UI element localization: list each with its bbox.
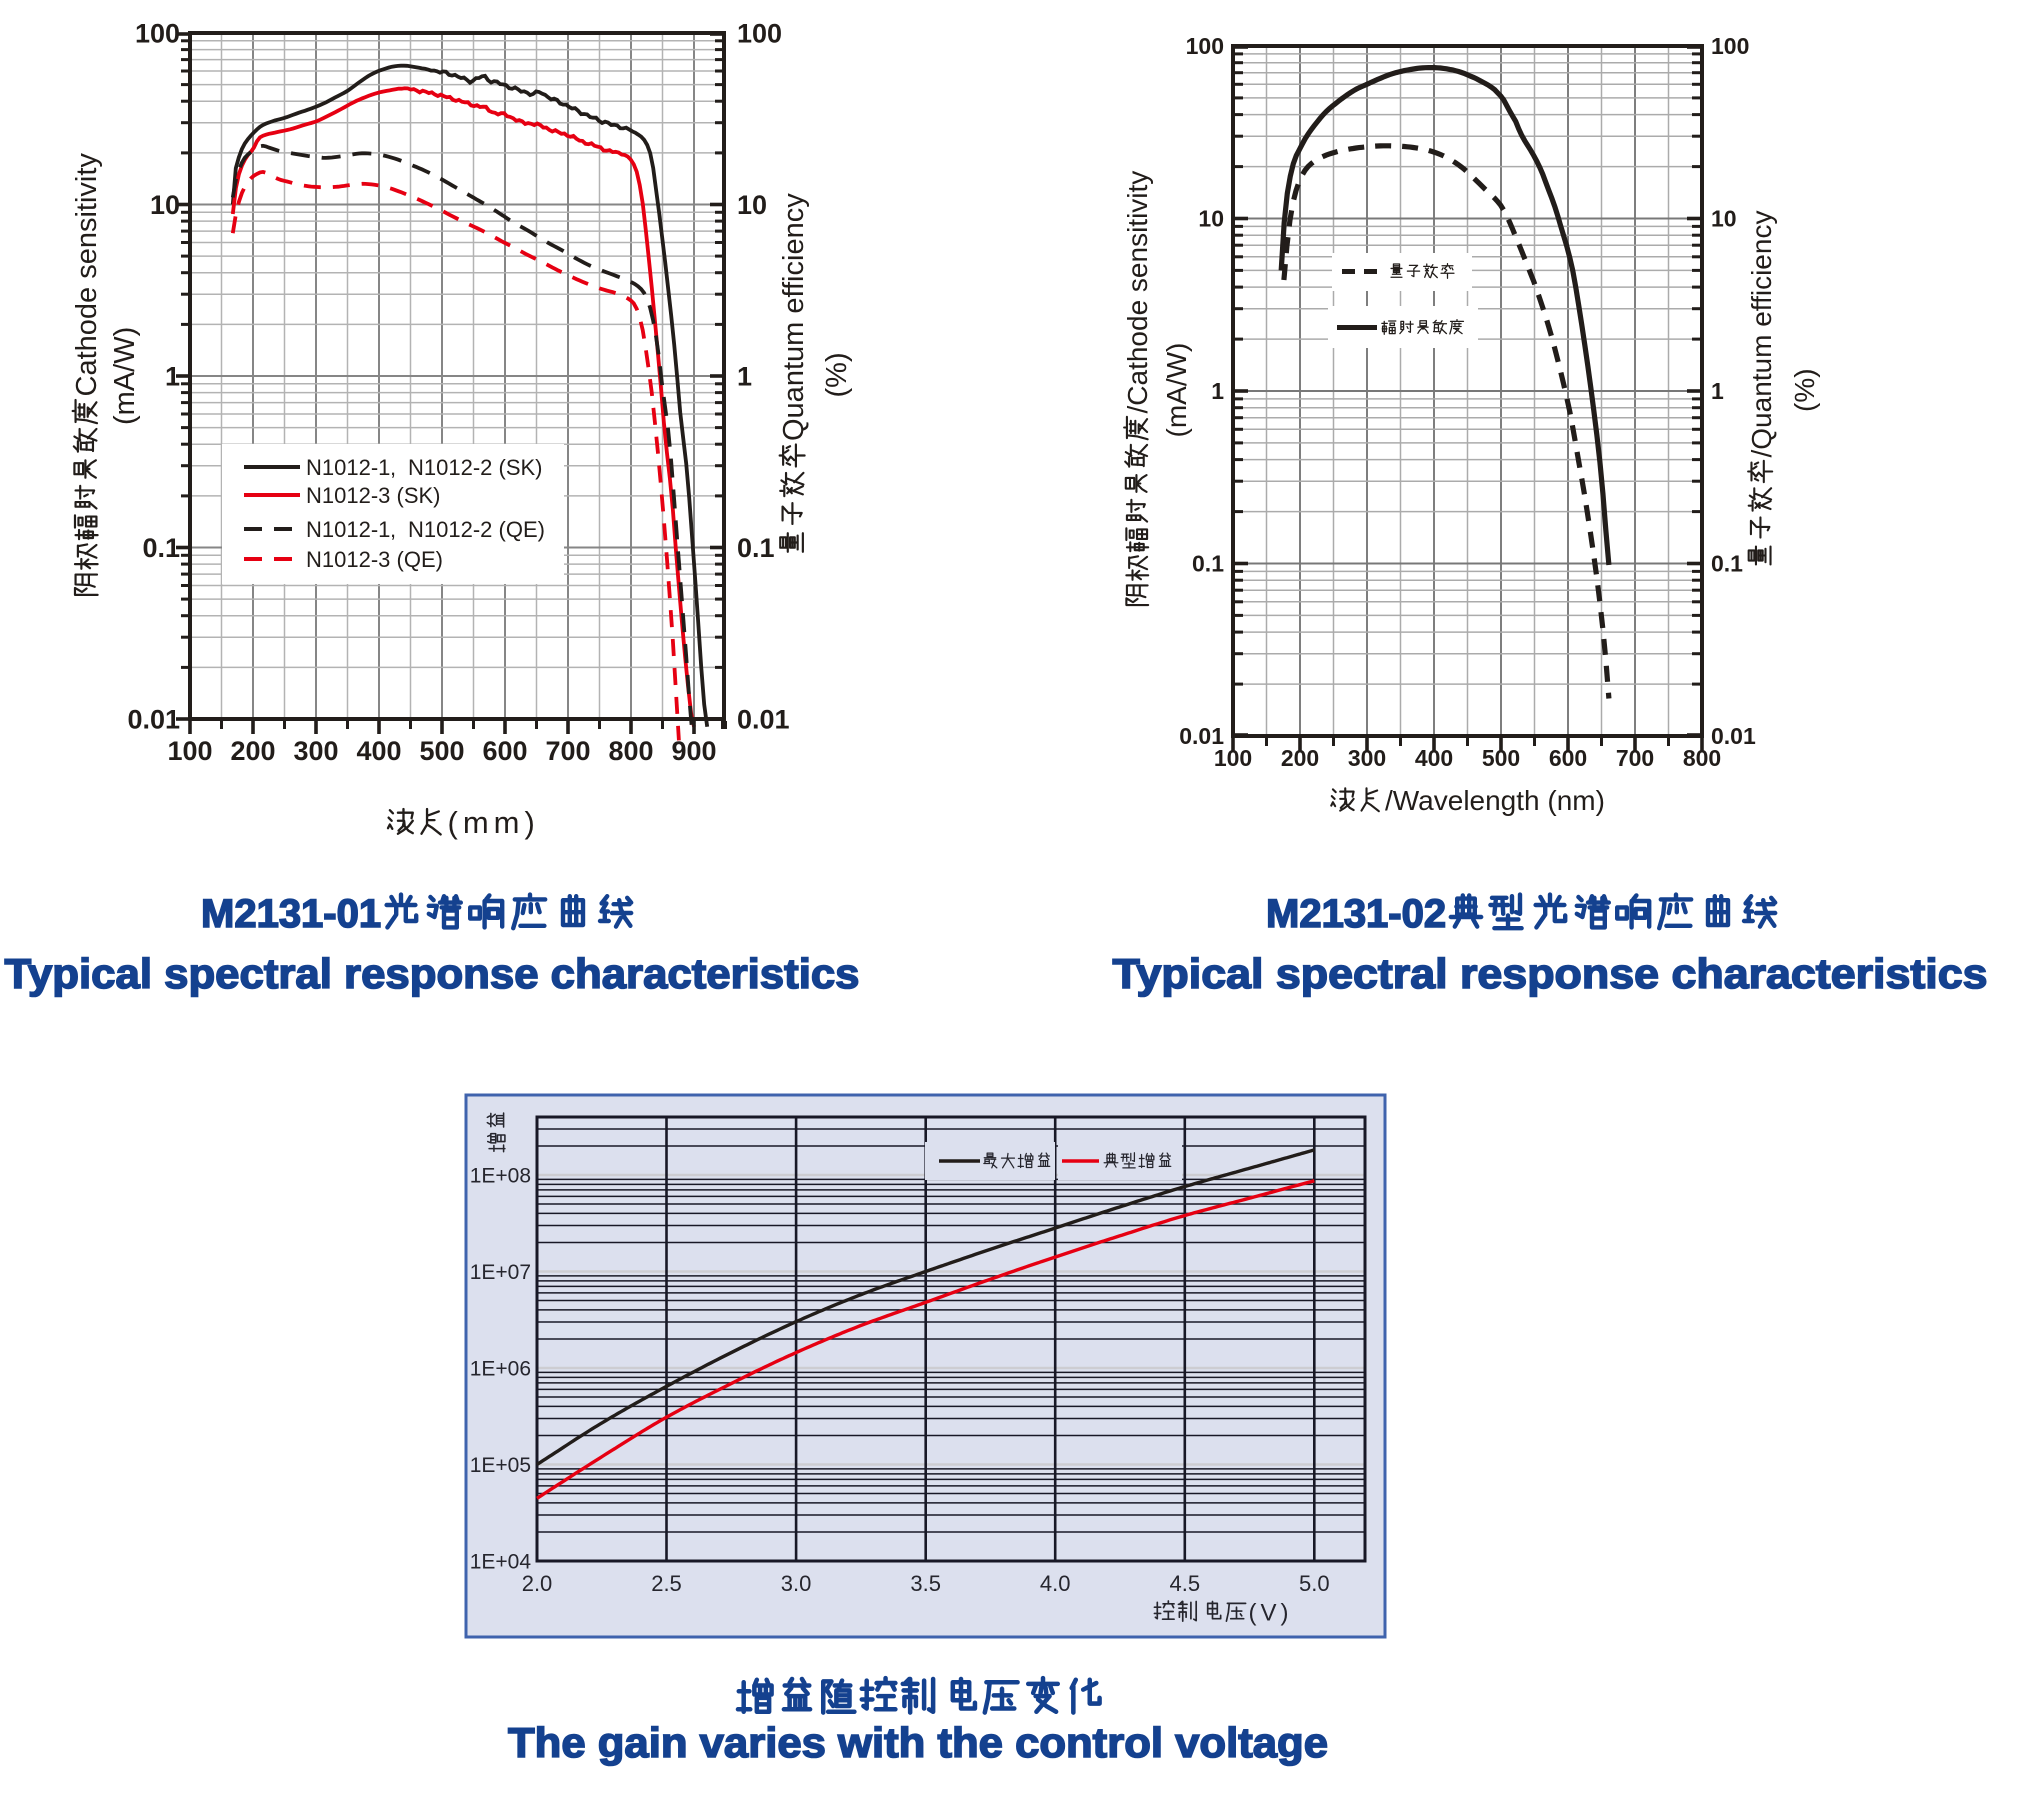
- svg-text:2.0: 2.0: [522, 1571, 553, 1596]
- svg-text:700: 700: [545, 736, 590, 766]
- svg-text:0.01: 0.01: [737, 705, 790, 735]
- svg-text:700: 700: [1616, 745, 1654, 771]
- svg-text:100: 100: [1186, 33, 1224, 59]
- svg-text:/Quantum efficiency: /Quantum efficiency: [1746, 211, 1777, 458]
- svg-text:1: 1: [165, 362, 180, 392]
- svg-text:Cathode sensitivity: Cathode sensitivity: [71, 153, 103, 397]
- svg-text:,: ,: [390, 517, 402, 542]
- svg-text:,: ,: [390, 455, 402, 480]
- svg-text:10: 10: [150, 190, 180, 220]
- svg-text:1E+07: 1E+07: [470, 1261, 531, 1284]
- svg-text:800: 800: [1683, 745, 1721, 771]
- svg-text:100: 100: [135, 19, 180, 49]
- svg-text:N1012-2 (SK): N1012-2 (SK): [408, 455, 543, 480]
- svg-text:0.1: 0.1: [1711, 551, 1743, 577]
- svg-text:900: 900: [671, 736, 716, 766]
- svg-text:3.5: 3.5: [910, 1571, 941, 1596]
- svg-text:(%): (%): [1789, 368, 1820, 412]
- svg-text:4.0: 4.0: [1040, 1571, 1071, 1596]
- svg-text:1E+05: 1E+05: [470, 1454, 531, 1477]
- svg-text:800: 800: [608, 736, 653, 766]
- svg-text:/Cathode sensitivity: /Cathode sensitivity: [1122, 171, 1153, 414]
- svg-text:600: 600: [1549, 745, 1587, 771]
- svg-text:400: 400: [1415, 745, 1453, 771]
- svg-text:/Wavelength (nm): /Wavelength (nm): [1385, 785, 1605, 816]
- svg-text:100: 100: [1214, 745, 1252, 771]
- svg-text:(%): (%): [821, 352, 853, 397]
- svg-text:10: 10: [1711, 206, 1737, 232]
- svg-text:N1012-3 (QE): N1012-3 (QE): [306, 547, 443, 572]
- svg-text:M2131-02: M2131-02: [1266, 892, 1446, 936]
- svg-text:N1012-2 (QE): N1012-2 (QE): [408, 517, 545, 542]
- svg-text:500: 500: [1482, 745, 1520, 771]
- svg-text:0.01: 0.01: [127, 705, 180, 735]
- svg-text:(mA/W): (mA/W): [1161, 343, 1192, 438]
- svg-text:200: 200: [1281, 745, 1319, 771]
- svg-text:0.1: 0.1: [737, 533, 775, 563]
- svg-text:N1012-1: N1012-1: [306, 517, 390, 542]
- svg-text:1E+06: 1E+06: [470, 1358, 531, 1381]
- svg-text:Quantum efficiency: Quantum efficiency: [778, 193, 810, 441]
- svg-text:10: 10: [737, 190, 767, 220]
- svg-text:300: 300: [1348, 745, 1386, 771]
- svg-text:N1012-1: N1012-1: [306, 455, 390, 480]
- svg-text:1: 1: [1211, 378, 1224, 404]
- svg-text:2.5: 2.5: [651, 1571, 682, 1596]
- svg-text:1E+04: 1E+04: [470, 1551, 532, 1574]
- svg-text:500: 500: [419, 736, 464, 766]
- svg-text:5.0: 5.0: [1299, 1571, 1330, 1596]
- svg-text:(mA/W): (mA/W): [109, 327, 141, 425]
- svg-text:4.5: 4.5: [1170, 1571, 1201, 1596]
- svg-text:100: 100: [167, 736, 212, 766]
- svg-text:100: 100: [1711, 33, 1749, 59]
- svg-text:200: 200: [230, 736, 275, 766]
- svg-text:10: 10: [1198, 206, 1224, 232]
- svg-text:100: 100: [737, 19, 782, 49]
- svg-text:400: 400: [356, 736, 401, 766]
- svg-text:The gain varies with the contr: The gain varies with the control voltage: [508, 1719, 1328, 1766]
- svg-text:0.1: 0.1: [1192, 551, 1224, 577]
- svg-text:0.01: 0.01: [1711, 723, 1756, 749]
- svg-text:0.01: 0.01: [1179, 723, 1224, 749]
- svg-text:Typical spectral response char: Typical spectral response characteristic…: [1113, 950, 1988, 997]
- svg-text:300: 300: [293, 736, 338, 766]
- svg-text:1: 1: [1711, 378, 1724, 404]
- svg-text:0.1: 0.1: [142, 533, 180, 563]
- svg-text:3.0: 3.0: [781, 1571, 812, 1596]
- svg-text:N1012-3 (SK): N1012-3 (SK): [306, 483, 441, 508]
- svg-text:1: 1: [737, 362, 752, 392]
- svg-text:Typical spectral response char: Typical spectral response characteristic…: [5, 950, 860, 997]
- svg-text:M2131-01: M2131-01: [201, 892, 381, 936]
- svg-text:600: 600: [482, 736, 527, 766]
- svg-text:(mm): (mm): [448, 805, 540, 840]
- svg-text:1E+08: 1E+08: [470, 1165, 531, 1188]
- svg-text:(V): (V): [1249, 1599, 1293, 1626]
